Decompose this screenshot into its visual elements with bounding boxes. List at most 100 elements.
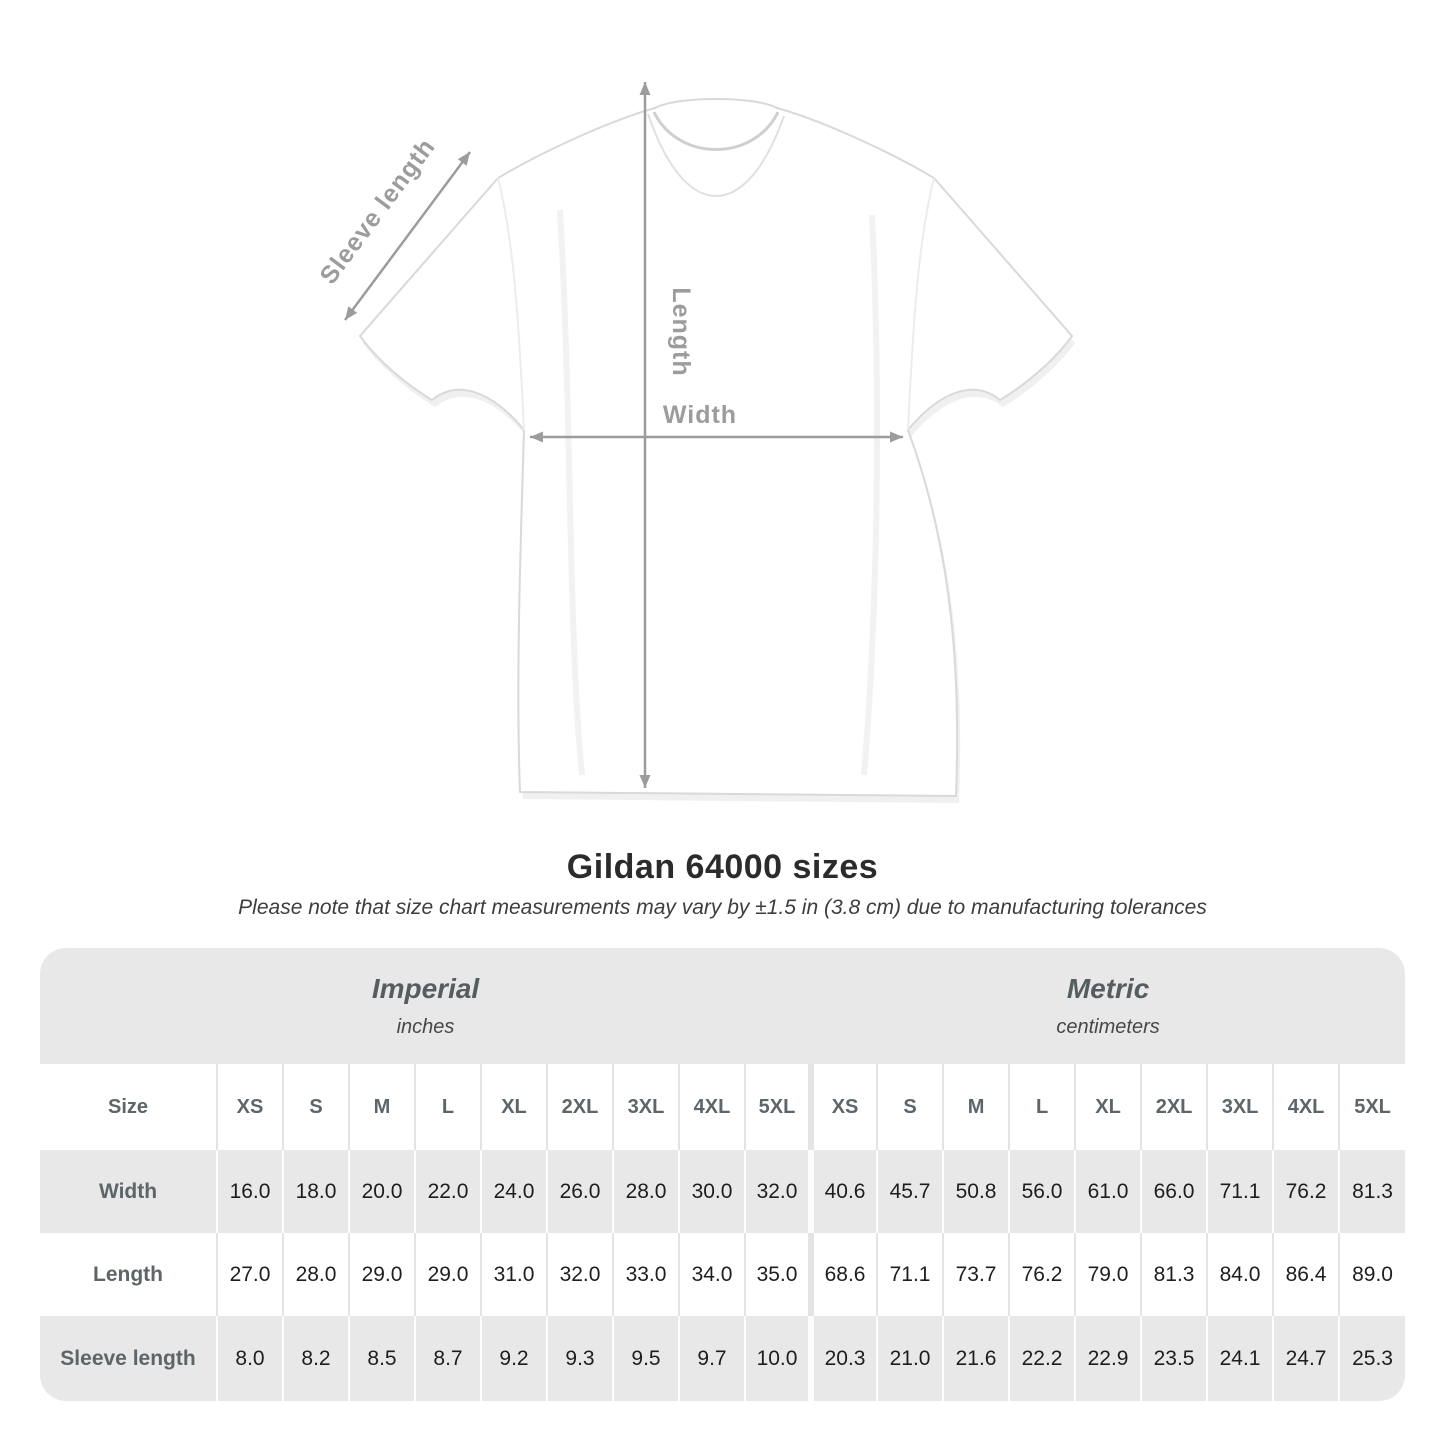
sleeve-length-row: Sleeve length 8.0 8.2 8.5 8.7 9.2 9.3 9.… — [40, 1316, 1405, 1401]
cell: 26.0 — [546, 1150, 613, 1233]
cell: 8.5 — [348, 1316, 415, 1401]
size-column-header: Size — [107, 1095, 149, 1118]
size-header: XS — [216, 1064, 283, 1150]
cell: 45.7 — [876, 1150, 944, 1233]
width-label: Width — [663, 401, 737, 429]
length-arrow — [639, 82, 651, 788]
cell: 30.0 — [678, 1150, 745, 1233]
cell: 71.1 — [1206, 1150, 1274, 1233]
cell: 25.3 — [1338, 1316, 1405, 1401]
cell: 9.3 — [546, 1316, 613, 1401]
length-label: Length — [667, 287, 695, 376]
cell: 28.0 — [612, 1150, 679, 1233]
width-arrow — [530, 431, 903, 443]
cell: 8.2 — [282, 1316, 349, 1401]
size-chart-table: Imperial inches Metric centimeters Size … — [40, 948, 1405, 1401]
sleeve-length-arrow — [343, 151, 472, 321]
cell: 20.0 — [348, 1150, 415, 1233]
cell: 31.0 — [480, 1233, 547, 1316]
inches-label: inches — [396, 1016, 455, 1038]
cell: 76.2 — [1008, 1233, 1076, 1316]
cell: 40.6 — [808, 1150, 878, 1233]
size-table: Imperial inches Metric centimeters Size … — [40, 948, 1405, 1401]
cell: 33.0 — [612, 1233, 679, 1316]
cell: 79.0 — [1074, 1233, 1142, 1316]
fold-line — [861, 214, 881, 776]
cell: 66.0 — [1140, 1150, 1208, 1233]
left-armhole-seam — [497, 177, 525, 431]
cell: 22.9 — [1074, 1316, 1142, 1401]
row-label-length: Length — [93, 1262, 163, 1286]
size-header: 3XL — [612, 1064, 679, 1150]
length-row: Length 27.0 28.0 29.0 29.0 31.0 32.0 33.… — [40, 1233, 1405, 1316]
cell: 23.5 — [1140, 1316, 1208, 1401]
size-header: L — [414, 1064, 481, 1150]
size-header: 2XL — [1140, 1064, 1208, 1150]
cell: 8.0 — [216, 1316, 283, 1401]
cell: 21.0 — [876, 1316, 944, 1401]
cell: 10.0 — [743, 1316, 812, 1401]
cell: 24.0 — [480, 1150, 547, 1233]
cell: 32.0 — [743, 1150, 812, 1233]
width-row: Width 16.0 18.0 20.0 22.0 24.0 26.0 28.0… — [40, 1150, 1405, 1233]
centimeters-label: centimeters — [1056, 1016, 1160, 1038]
size-header: XL — [1074, 1064, 1142, 1150]
cell: 68.6 — [808, 1233, 878, 1316]
cell: 16.0 — [216, 1150, 283, 1233]
cell: 27.0 — [216, 1233, 283, 1316]
collar-opening — [652, 111, 780, 151]
imperial-group-header: Imperial inches — [40, 948, 812, 1064]
cell: 73.7 — [942, 1233, 1010, 1316]
cell: 89.0 — [1338, 1233, 1405, 1316]
cell: 9.2 — [480, 1316, 547, 1401]
size-header: 5XL — [743, 1064, 812, 1150]
size-header: L — [1008, 1064, 1076, 1150]
cell: 32.0 — [546, 1233, 613, 1316]
cell: 24.1 — [1206, 1316, 1274, 1401]
cell: 21.6 — [942, 1316, 1010, 1401]
metric-label: Metric — [1066, 973, 1150, 1004]
size-header: S — [282, 1064, 349, 1150]
size-header: 4XL — [1272, 1064, 1340, 1150]
metric-group-header: Metric centimeters — [811, 948, 1405, 1064]
cell: 9.5 — [612, 1316, 679, 1401]
size-header: 3XL — [1206, 1064, 1274, 1150]
cell: 84.0 — [1206, 1233, 1274, 1316]
tshirt-measurement-diagram: Sleeve length Length Width — [314, 82, 1075, 803]
size-header-row: Size XS S M L XL 2XL 3XL 4XL 5XL XS S M … — [40, 1064, 1405, 1150]
cell: 22.0 — [414, 1150, 481, 1233]
size-header: 4XL — [678, 1064, 745, 1150]
cell: 22.2 — [1008, 1316, 1076, 1401]
collar-seam — [647, 113, 785, 198]
cell: 29.0 — [348, 1233, 415, 1316]
cell: 8.7 — [414, 1316, 481, 1401]
size-header: XL — [480, 1064, 547, 1150]
cell: 81.3 — [1140, 1233, 1208, 1316]
cell: 9.7 — [678, 1316, 745, 1401]
row-label-sleeve-length: Sleeve length — [60, 1346, 196, 1370]
row-label-width: Width — [98, 1179, 158, 1203]
size-header: XS — [808, 1064, 878, 1150]
cell: 76.2 — [1272, 1150, 1340, 1233]
size-header: 2XL — [546, 1064, 613, 1150]
size-header: M — [942, 1064, 1010, 1150]
cell: 28.0 — [282, 1233, 349, 1316]
size-header: 5XL — [1338, 1064, 1405, 1150]
cell: 29.0 — [414, 1233, 481, 1316]
size-header: M — [348, 1064, 415, 1150]
tshirt-body — [359, 98, 1073, 797]
cell: 24.7 — [1272, 1316, 1340, 1401]
size-header: S — [876, 1064, 944, 1150]
imperial-label: Imperial — [371, 973, 480, 1004]
cell: 50.8 — [942, 1150, 1010, 1233]
cell: 81.3 — [1338, 1150, 1405, 1233]
right-armhole-seam — [907, 177, 935, 431]
cell: 86.4 — [1272, 1233, 1340, 1316]
cell: 18.0 — [282, 1150, 349, 1233]
cell: 35.0 — [743, 1233, 812, 1316]
fold-line — [557, 209, 585, 776]
cell: 61.0 — [1074, 1150, 1142, 1233]
cell: 34.0 — [678, 1233, 745, 1316]
cell: 20.3 — [808, 1316, 878, 1401]
